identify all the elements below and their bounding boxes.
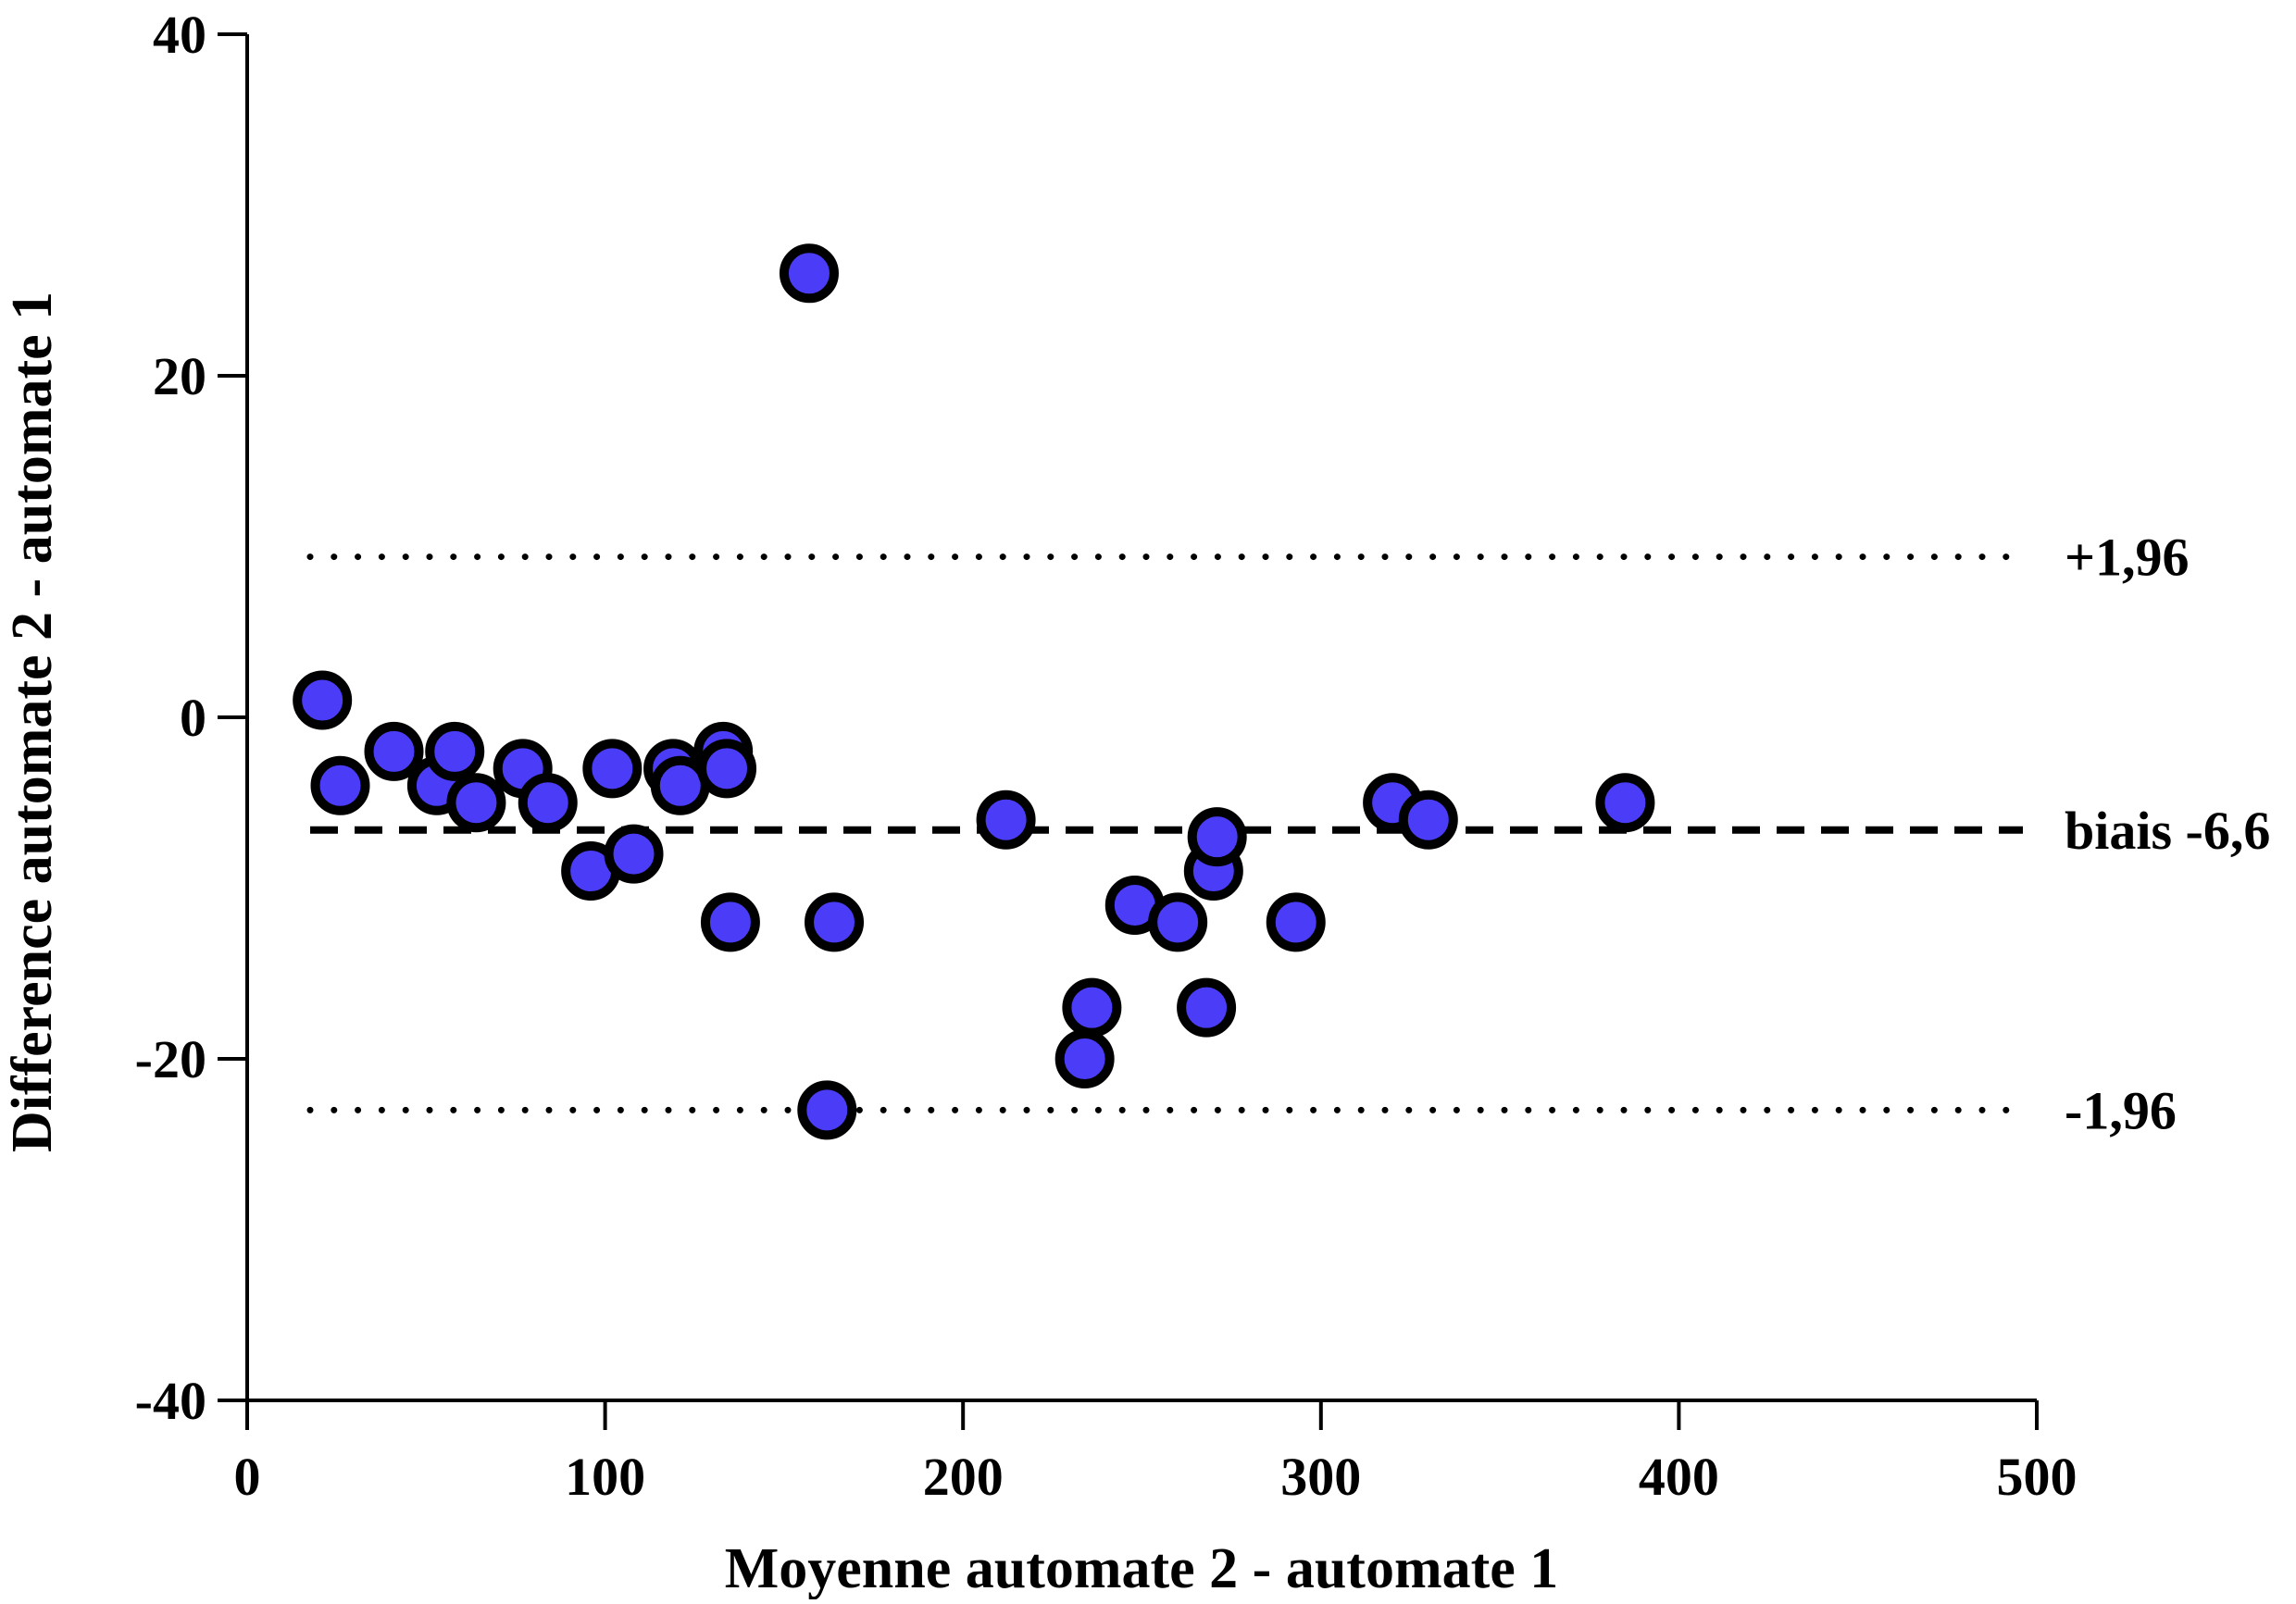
data-point	[1177, 977, 1237, 1038]
data-point	[604, 824, 664, 884]
x-tick-label: 0	[234, 1447, 261, 1507]
y-ticks: -40 -20 0 20 40	[135, 5, 247, 1431]
x-ticks: 0 100 200 300 400 500	[234, 1400, 2078, 1507]
y-axis-title: Difference automate 2 - automate 1	[1, 292, 64, 1152]
data-point	[364, 721, 424, 781]
y-tick-label: -20	[135, 1029, 206, 1089]
reference-line-label: -1,96	[2065, 1080, 2177, 1140]
x-axis-title: Moyenne automate 2 - automate 1	[725, 1537, 1559, 1599]
axes	[245, 34, 2037, 1402]
data-point	[582, 739, 643, 799]
data-point	[1266, 892, 1326, 952]
data-point	[310, 755, 370, 815]
reference-line-label: biais -6,6	[2065, 801, 2270, 861]
reference-lines: +1,96 biais -6,6 -1,96	[306, 528, 2270, 1140]
data-point	[1187, 807, 1247, 867]
data-point	[1595, 773, 1655, 833]
data-point	[1062, 977, 1122, 1038]
data-point	[1398, 790, 1458, 850]
x-tick-label: 300	[1280, 1447, 1361, 1507]
y-tick-label: 0	[180, 688, 206, 748]
data-point	[446, 773, 506, 833]
x-tick-label: 400	[1639, 1447, 1719, 1507]
y-tick-label: 20	[153, 346, 206, 406]
y-tick-label: -40	[135, 1371, 206, 1431]
data-point	[805, 892, 865, 952]
data-point	[1054, 1029, 1115, 1088]
data-point	[518, 773, 578, 833]
data-point	[779, 243, 839, 304]
data-point	[797, 1080, 857, 1140]
data-point	[425, 721, 485, 781]
data-point	[293, 670, 353, 730]
data-points	[293, 243, 1655, 1140]
data-point	[700, 892, 760, 952]
x-tick-label: 500	[1997, 1447, 2078, 1507]
x-tick-label: 200	[923, 1447, 1004, 1507]
reference-line-label: +1,96	[2065, 528, 2190, 588]
y-tick-label: 40	[153, 5, 206, 65]
data-point	[976, 790, 1036, 850]
data-point	[697, 739, 757, 799]
data-point	[1148, 892, 1208, 952]
x-tick-label: 100	[565, 1447, 645, 1507]
